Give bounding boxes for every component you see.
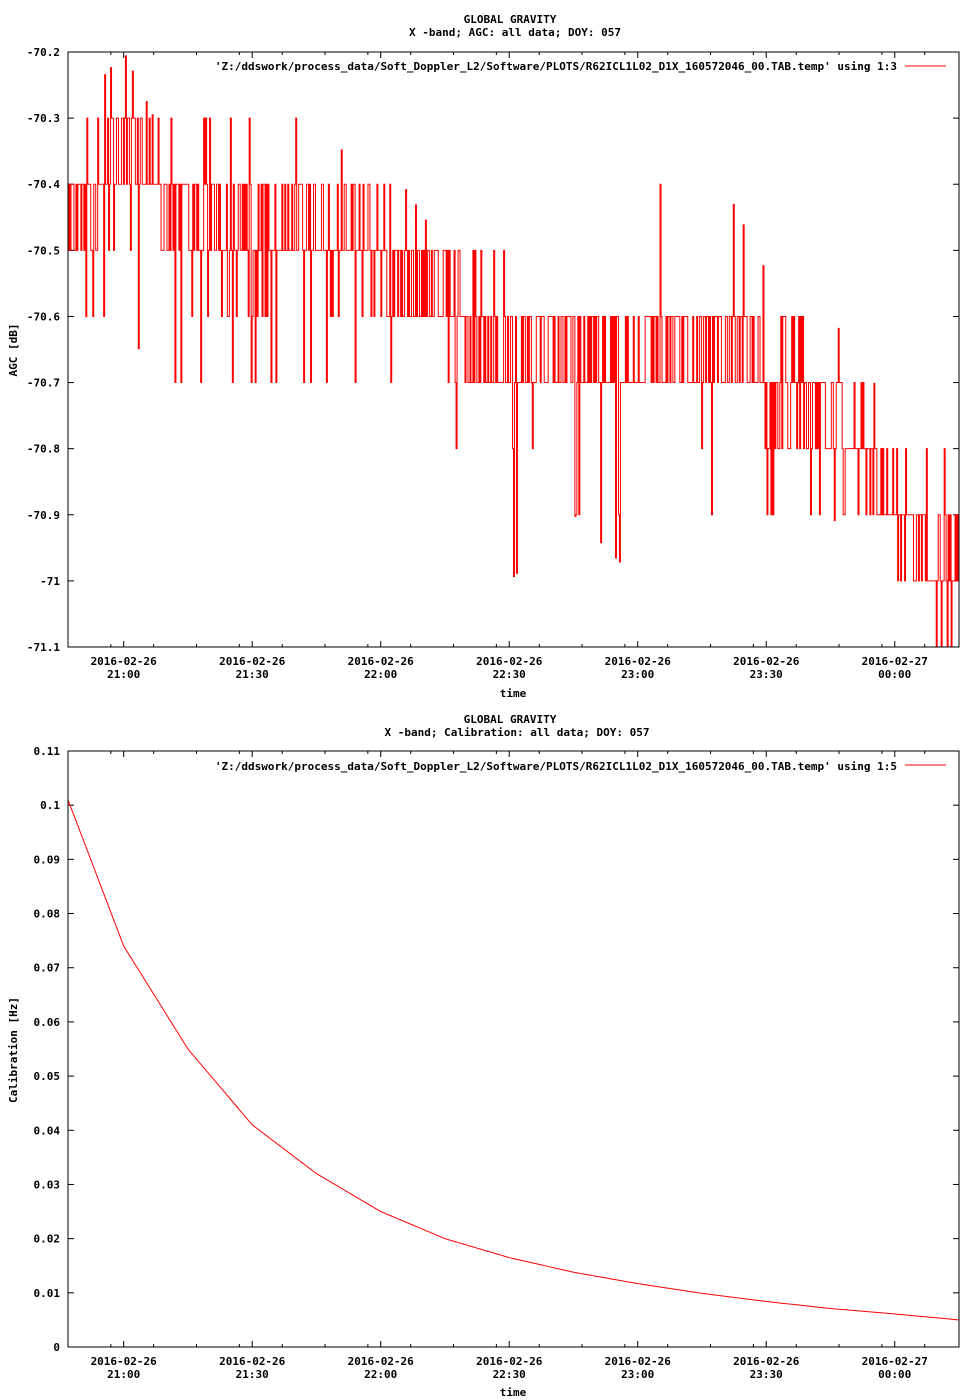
chart-subtitle: X -band; Calibration: all data; DOY: 057 [385,726,650,739]
x-tick-time: 00:00 [878,668,911,681]
chart-subtitle: X -band; AGC: all data; DOY: 057 [409,26,621,39]
y-tick-label: -70.7 [27,377,60,390]
series-line [67,799,960,1321]
x-tick-date: 2016-02-26 [605,655,672,668]
y-tick-label: 0.04 [34,1124,61,1137]
y-tick-label: -70.2 [27,46,60,59]
x-tick-date: 2016-02-26 [91,1355,158,1368]
x-tick-time: 23:30 [750,1368,783,1381]
x-tick-time: 22:00 [364,668,397,681]
x-tick-date: 2016-02-26 [476,1355,543,1368]
x-tick-date: 2016-02-26 [348,1355,415,1368]
x-axis-label: time [500,1386,527,1399]
y-tick-label: 0.1 [40,799,60,812]
x-tick-date: 2016-02-26 [733,1355,800,1368]
x-tick-time: 23:30 [750,668,783,681]
y-tick-label: 0.02 [34,1233,61,1246]
series-line [68,55,960,648]
calibration-chart: GLOBAL GRAVITY X -band; Calibration: all… [7,713,960,1399]
y-tick-label: 0.07 [34,962,61,975]
y-tick-label: -70.8 [27,443,60,456]
x-tick-date: 2016-02-27 [862,1355,928,1368]
agc-chart: GLOBAL GRAVITY X -band; AGC: all data; D… [7,13,960,700]
y-tick-label: -70.5 [27,244,60,257]
plot-area: -70.2 -70.3 -70.4 -70.5 -70.6 -70.7 -70.8 -70.9… [27,46,960,681]
plot-frame [67,750,960,1348]
y-tick-label: -70.4 [27,178,60,191]
x-tick-date: 2016-02-26 [91,655,158,668]
x-tick-date: 2016-02-26 [733,655,800,668]
plot-frame [67,51,960,648]
x-tick-date: 2016-02-26 [219,655,286,668]
x-tick-time: 23:00 [621,668,654,681]
x-tick-time: 21:00 [107,668,140,681]
y-tick-label: -71.1 [27,641,60,654]
plot-area: 0 0.01 0.02 0.03 0.04 0.05 0.06 0.07 0.08 0.09 0.1… [34,745,960,1381]
y-tick-label: 0.05 [34,1070,61,1083]
x-tick-date: 2016-02-26 [605,1355,672,1368]
x-tick-date: 2016-02-26 [476,655,543,668]
y-tick-label: -70.3 [27,112,60,125]
legend-label: 'Z:/ddswork/process_data/Soft_Doppler_L2… [215,760,897,773]
y-tick-label: 0.06 [34,1016,61,1029]
y-tick-label: 0.08 [34,908,61,921]
x-tick-time: 22:30 [493,1368,526,1381]
y-axis-label: Calibration [Hz] [7,997,20,1103]
chart-title: GLOBAL GRAVITY [464,13,557,26]
y-tick-label: 0.01 [34,1287,61,1300]
y-tick-label: -70.6 [27,310,60,323]
x-tick-date: 2016-02-26 [219,1355,286,1368]
x-tick-time: 22:00 [364,1368,397,1381]
legend-label: 'Z:/ddswork/process_data/Soft_Doppler_L2… [215,60,897,73]
y-axis-label: AGC [dB] [7,324,20,377]
y-tick-label: 0 [53,1341,60,1354]
x-tick-time: 21:30 [236,668,269,681]
x-axis-label: time [500,687,527,700]
y-tick-label: -70.9 [27,509,60,522]
x-tick-time: 23:00 [621,1368,654,1381]
x-tick-time: 21:30 [236,1368,269,1381]
x-tick-time: 22:30 [493,668,526,681]
chart-title: GLOBAL GRAVITY [464,713,557,726]
y-tick-label: 0.09 [34,853,61,866]
x-tick-date: 2016-02-27 [862,655,928,668]
y-tick-label: 0.11 [34,745,61,758]
x-tick-date: 2016-02-26 [348,655,415,668]
x-tick-time: 00:00 [878,1368,911,1381]
x-tick-time: 21:00 [107,1368,140,1381]
y-tick-label: -71 [40,575,60,588]
y-tick-label: 0.03 [34,1178,61,1191]
